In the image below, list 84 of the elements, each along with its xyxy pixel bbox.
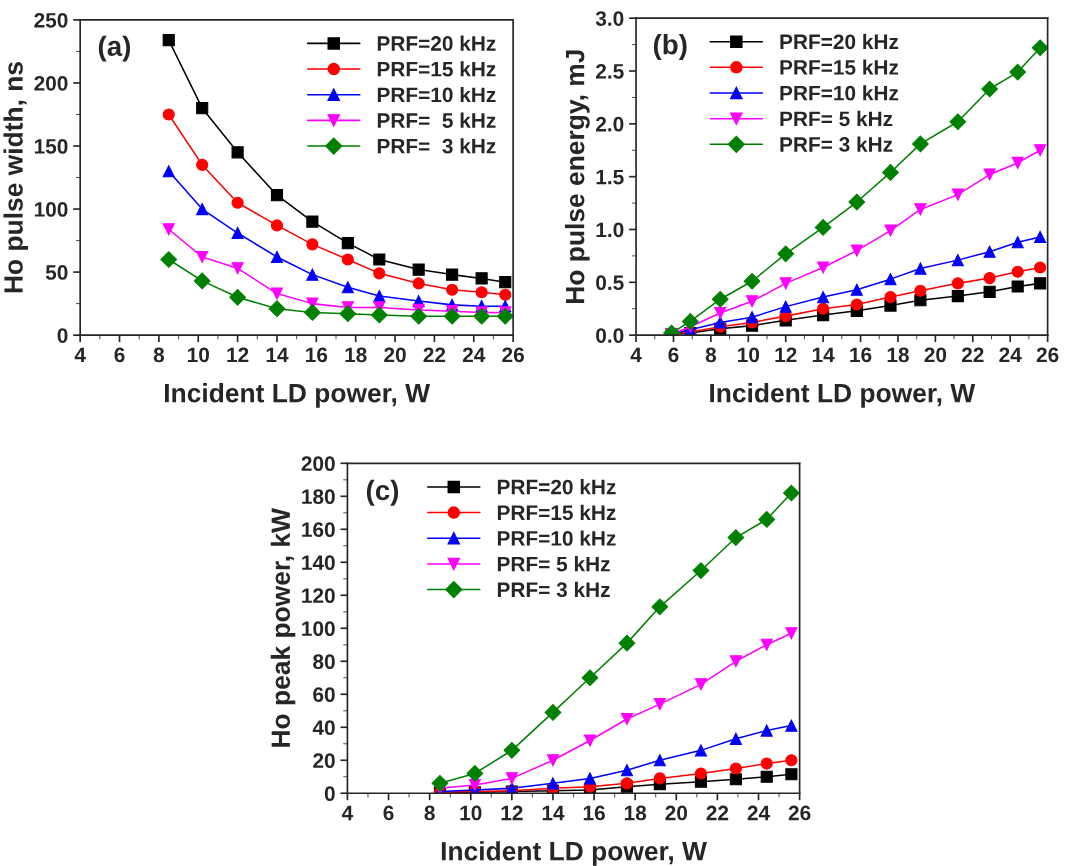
x-tick-label: 18 [624,805,647,821]
x-tick-label: 26 [1036,347,1059,363]
y-tick-label: 200 [34,75,68,91]
x-tick-label: 6 [383,805,394,821]
x-tick-label: 4 [74,347,86,363]
y-tick-label: 0 [324,786,335,802]
legend-label: PRF=10 kHz [497,530,616,546]
x-axis-title: Incident LD power, W [441,841,707,866]
legend-label: PRF=10 kHz [780,85,899,101]
legend-label: PRF=20 kHz [497,479,616,495]
y-tick-label: 60 [313,687,335,703]
y-tick-label: 1.5 [596,169,624,185]
x-tick-label: 4 [341,805,354,821]
x-tick-label: 26 [502,347,524,363]
x-tick-label: 16 [583,805,605,821]
x-tick-label: 12 [775,347,797,363]
x-tick-label: 8 [424,805,435,821]
x-tick-label: 4 [630,347,642,363]
x-tick-label: 24 [462,347,486,363]
legend-label: PRF= 5 kHz [497,556,610,572]
legend-label: PRF=10 kHz [377,86,496,103]
x-tick-label: 10 [738,347,760,363]
legend-label: PRF=20 kHz [377,35,496,51]
y-tick-label: 80 [313,654,335,670]
x-tick-label: 12 [227,347,249,363]
x-tick-label: 20 [665,805,688,821]
annotation: (b) [653,34,687,60]
y-tick-label: 100 [34,202,68,217]
x-axis-title: Incident LD power, W [165,383,431,408]
y-axis-title: Ho pulse width, ns [3,62,29,293]
x-tick-label: 6 [114,347,125,363]
y-tick-label: 40 [312,720,335,736]
x-tick-label: 10 [460,805,482,821]
legend-label: PRF=15 kHz [377,61,496,77]
y-tick-label: 20 [313,753,335,769]
x-tick-label: 12 [501,805,523,821]
y-axis-title: Ho pulse energy, mJ [565,50,590,303]
annotation: (c) [366,479,399,506]
y-tick-label: 180 [302,489,335,505]
x-tick-label: 14 [542,805,565,821]
y-tick-label: 50 [45,265,68,280]
x-tick-label: 22 [961,347,984,363]
legend-label: PRF= 3 kHz [377,138,496,154]
y-tick-label: 2.0 [596,116,624,132]
annotation: (a) [98,35,131,62]
x-axis-title: Incident LD power, W [710,383,976,408]
x-tick-label: 14 [266,347,289,363]
x-tick-label: 18 [345,347,367,363]
x-tick-label: 18 [887,347,909,363]
y-tick-label: 0.5 [596,275,624,291]
y-tick-label: 140 [302,555,335,571]
x-tick-label: 6 [668,347,679,363]
x-tick-label: 24 [747,805,770,821]
y-tick-label: 120 [302,588,335,604]
y-tick-label: 3.0 [595,11,624,26]
x-tick-label: 14 [812,347,835,363]
legend-label: PRF=20 kHz [780,33,899,50]
x-tick-label: 16 [850,347,872,363]
legend-label: PRF= 3 kHz [497,581,610,598]
y-tick-label: 100 [302,621,335,637]
x-tick-label: 20 [924,347,947,363]
x-tick-label: 22 [423,347,446,363]
x-tick-label: 26 [788,805,811,821]
y-tick-label: 1.0 [596,222,624,238]
x-tick-label: 22 [706,805,729,821]
x-tick-label: 24 [999,347,1022,363]
x-tick-label: 16 [306,347,328,363]
legend-label: PRF= 5 kHz [780,110,893,127]
y-tick-label: 250 [34,12,68,28]
legend-label: PRF=15 kHz [780,59,899,75]
legend-label: PRF= 3 kHz [780,136,893,152]
legend-label: PRF=15 kHz [497,504,616,521]
y-tick-label: 0.0 [596,328,624,343]
x-tick-label: 10 [187,347,209,363]
y-tick-label: 0 [57,328,68,343]
x-tick-label: 8 [705,347,717,363]
y-tick-label: 150 [34,139,68,154]
y-axis-title: Ho peak power, kW [270,508,296,747]
legend-label: PRF= 5 kHz [377,112,496,128]
y-tick-label: 160 [302,522,335,538]
y-tick-label: 2.5 [596,64,624,79]
y-tick-label: 200 [301,456,335,472]
x-tick-label: 20 [384,347,406,363]
x-tick-label: 8 [153,347,165,363]
